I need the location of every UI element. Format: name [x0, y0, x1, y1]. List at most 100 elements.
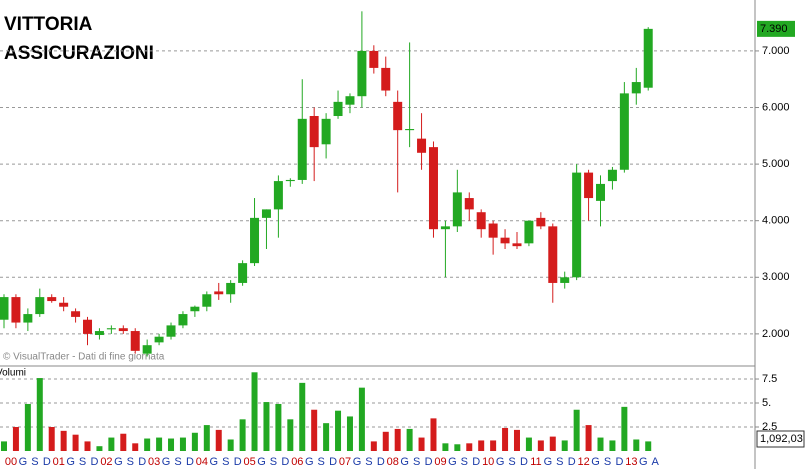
x-tick-label: S	[270, 456, 277, 468]
volume-bar	[12, 427, 19, 451]
volume-bar	[370, 441, 377, 451]
candle-body	[607, 169, 617, 182]
x-tick-label: 05	[243, 456, 255, 468]
candle-body	[71, 311, 81, 317]
volume-bar	[287, 419, 294, 451]
x-tick-label: S	[413, 456, 420, 468]
y-tick-label: 5.	[762, 397, 771, 409]
x-tick-label: D	[472, 456, 480, 468]
x-tick-label: 08	[387, 456, 399, 468]
candle-body	[47, 297, 57, 302]
x-tick-label: S	[31, 456, 38, 468]
x-tick-label: D	[234, 456, 242, 468]
volume-bar	[24, 403, 31, 451]
candle-body	[190, 306, 200, 312]
x-tick-label: D	[568, 456, 576, 468]
volume-bar	[585, 425, 592, 451]
last-value-box	[757, 20, 795, 37]
candle-body	[417, 138, 427, 153]
title-line: ASSICURAZIONI	[4, 43, 154, 64]
x-tick-label: G	[400, 456, 409, 468]
candle-body	[584, 172, 594, 199]
volume-bar	[36, 378, 43, 451]
candle-body	[560, 277, 570, 283]
volume-bar	[263, 402, 270, 451]
x-tick-label: G	[639, 456, 648, 468]
candle-body	[226, 282, 236, 295]
volume-bar	[227, 439, 234, 451]
candle-body	[524, 220, 534, 244]
candle-body	[572, 172, 582, 278]
title-line: VITTORIA	[4, 14, 93, 35]
watermark: © VisualTrader - Dati di fine giornata	[3, 352, 165, 363]
volume-bar	[84, 441, 91, 451]
volume-bar	[418, 437, 425, 451]
candle-body	[440, 226, 450, 230]
volume-bar	[323, 423, 330, 451]
candle-body	[619, 93, 629, 170]
candle-body	[476, 212, 486, 230]
candle-body	[345, 96, 355, 105]
candle-body	[94, 331, 104, 336]
volume-bar	[513, 429, 520, 451]
candle-body	[154, 336, 164, 343]
x-tick-label: 04	[196, 456, 208, 468]
volume-bar	[490, 440, 497, 451]
candle-body	[309, 116, 319, 148]
y-tick-label: 5.000	[762, 158, 790, 170]
candle-body	[596, 183, 605, 201]
candle-body	[23, 314, 33, 323]
volume-bar	[132, 443, 139, 451]
y-tick-label: 7.5	[762, 373, 777, 385]
volume-bar	[60, 430, 67, 451]
x-tick-label: G	[19, 456, 28, 468]
candle-body	[59, 302, 69, 307]
x-tick-label: G	[591, 456, 600, 468]
volume-bar	[454, 444, 461, 451]
x-tick-label: G	[496, 456, 505, 468]
candle-body	[500, 237, 510, 244]
x-tick-label: 11	[530, 456, 541, 468]
x-tick-label: S	[461, 456, 468, 468]
candle-body	[11, 297, 21, 323]
candle-body	[536, 217, 546, 227]
x-tick-label: G	[114, 456, 123, 468]
candle-body	[285, 179, 295, 182]
volume-bar	[191, 432, 198, 451]
x-tick-label: D	[425, 456, 433, 468]
x-tick-label: D	[281, 456, 289, 468]
candle-body	[333, 101, 343, 117]
candle-body	[464, 198, 474, 210]
x-tick-label: 09	[434, 456, 446, 468]
volume-bar	[299, 382, 306, 451]
volume-bar	[275, 403, 282, 451]
volume-bar	[168, 438, 175, 451]
candle-body	[631, 82, 641, 94]
volume-bar	[1, 441, 7, 451]
candle-body	[273, 181, 283, 210]
candle-body	[106, 328, 116, 330]
volume-bar	[48, 427, 55, 451]
candle-body	[202, 294, 212, 307]
volume-bar	[239, 419, 246, 451]
candle-body	[130, 331, 140, 351]
candle-body	[393, 101, 403, 131]
candle-body	[369, 50, 379, 68]
volume-bar	[549, 436, 556, 451]
candle-body	[35, 297, 45, 315]
x-tick-label: 06	[291, 456, 303, 468]
volume-bar	[609, 440, 616, 451]
candle-body	[512, 243, 522, 247]
volume-bar	[502, 427, 509, 451]
volume-bar	[179, 437, 186, 451]
volume-bar	[108, 437, 115, 451]
candle-body	[118, 328, 128, 332]
x-tick-label: 02	[100, 456, 112, 468]
x-tick-label: S	[127, 456, 134, 468]
x-tick-label: D	[377, 456, 385, 468]
x-tick-label: G	[66, 456, 75, 468]
x-tick-label: D	[615, 456, 623, 468]
candle-body	[297, 118, 307, 180]
volume-bar	[251, 372, 258, 451]
